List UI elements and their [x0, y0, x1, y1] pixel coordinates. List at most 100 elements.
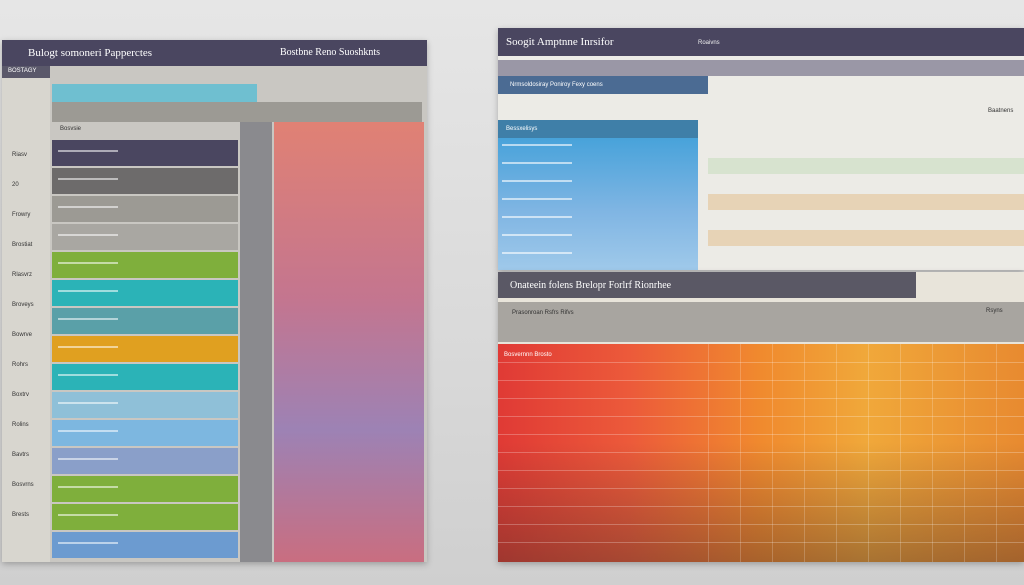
heatmap-col-line: [740, 344, 741, 562]
left-top-band: [52, 84, 257, 102]
left-header-bar: [2, 40, 427, 66]
left-gray-strip: [240, 122, 272, 562]
left-data-row: [52, 476, 238, 502]
heatmap-row-line: [498, 362, 1024, 363]
left-sidebar: [2, 78, 50, 562]
left-data-row: [52, 224, 238, 250]
left-title: Bulogt somoneri Papperctes: [28, 47, 153, 59]
left-row-label: Rlasvrz: [12, 272, 33, 278]
left-row-label: Brostiat: [12, 242, 33, 248]
right-top-row: [708, 248, 1024, 264]
left-top-band-2: [52, 102, 422, 122]
right-top-blue-row: [502, 162, 572, 164]
heatmap-col-line: [964, 344, 965, 562]
right-top-blue-row: [502, 234, 572, 236]
left-data-row-line: [58, 206, 118, 208]
right-top-blue-row: [502, 216, 572, 218]
right-top-band: [498, 76, 708, 94]
right-bottom-grey: [498, 302, 1024, 342]
left-data-row-line: [58, 374, 118, 376]
left-data-row: [52, 308, 238, 334]
heatmap-col-line: [804, 344, 805, 562]
left-data-row-line: [58, 178, 118, 180]
heatmap-col-line: [900, 344, 901, 562]
left-corner-label: BOSTAGY: [8, 68, 37, 74]
right-bottom-spreadsheet: Onateein folens Brelopr Forlrf Rionrhee …: [498, 272, 1024, 562]
heatmap-row-line: [498, 398, 1024, 399]
right-top-tag: Roaivns: [698, 40, 720, 46]
left-data-row: [52, 140, 238, 166]
left-data-row-line: [58, 402, 118, 404]
left-row-label: Brests: [12, 512, 30, 518]
left-data-row: [52, 336, 238, 362]
right-top-row: [708, 140, 1024, 156]
left-row-label: Frowry: [12, 212, 31, 218]
left-data-row: [52, 252, 238, 278]
heatmap-row-line: [498, 524, 1024, 525]
right-top-right-label: Baatnens: [988, 108, 1014, 114]
left-data-row: [52, 532, 238, 558]
left-data-row: [52, 420, 238, 446]
right-top-spreadsheet: Soogit Amptnne Inrsifor Roaivns Nrmsoldo…: [498, 28, 1024, 270]
left-data-row-line: [58, 486, 118, 488]
right-top-row: [708, 212, 1024, 228]
heatmap-col-line: [996, 344, 997, 562]
right-top-row: [708, 194, 1024, 210]
left-row-label: Riasv: [12, 152, 28, 158]
heatmap-row-line: [498, 452, 1024, 453]
left-row-label: Broveys: [12, 302, 34, 308]
left-row-label: Bowrve: [12, 332, 33, 338]
left-row-label: Boxtrv: [12, 392, 30, 398]
right-top-col-label: Bessxelisys: [506, 126, 538, 132]
right-bottom-row-label: Bosvernnn Brosto: [504, 352, 552, 358]
left-data-row-line: [58, 346, 118, 348]
heatmap-row-line: [498, 416, 1024, 417]
heatmap-row-line: [498, 542, 1024, 543]
left-row-label: Rolins: [12, 422, 29, 428]
left-data-row: [52, 448, 238, 474]
right-bottom-shade: [498, 344, 1024, 562]
left-data-row: [52, 280, 238, 306]
heatmap-row-line: [498, 506, 1024, 507]
left-data-row-line: [58, 262, 118, 264]
left-corner: [2, 66, 50, 78]
heatmap-col-line: [772, 344, 773, 562]
heatmap-row-line: [498, 488, 1024, 489]
left-data-row-line: [58, 542, 118, 544]
heatmap-col-line: [708, 344, 709, 562]
right-bottom-right-label: Rsyns: [986, 308, 1003, 314]
left-section-label: Bosvsie: [60, 126, 82, 132]
heatmap-col-line: [932, 344, 933, 562]
right-top-blue-row: [502, 252, 572, 254]
left-data-row-line: [58, 458, 118, 460]
right-top-grey-band: [498, 60, 1024, 76]
left-data-row-line: [58, 234, 118, 236]
right-top-blue-block: [498, 120, 698, 270]
left-data-row: [52, 392, 238, 418]
right-top-row: [708, 158, 1024, 174]
left-data-row-line: [58, 430, 118, 432]
left-data-row-line: [58, 150, 118, 152]
left-row-label: Bavtrs: [12, 452, 30, 458]
heatmap-row-line: [498, 470, 1024, 471]
left-gradient-column: [274, 122, 424, 562]
right-bottom-heatmap: [498, 344, 1024, 562]
right-top-header: [498, 28, 1024, 56]
right-bottom-band-label: Prasonroan Rsfrs Rifvs: [512, 310, 574, 316]
left-data-row-line: [58, 290, 118, 292]
heatmap-col-line: [868, 344, 869, 562]
left-data-row: [52, 504, 238, 530]
right-top-blue-row: [502, 180, 572, 182]
left-row-label: Bosvrns: [12, 482, 34, 488]
heatmap-row-line: [498, 380, 1024, 381]
left-data-row: [52, 196, 238, 222]
right-top-blue-row: [502, 144, 572, 146]
left-data-row: [52, 364, 238, 390]
right-top-band-label: Nrmsoldosiray Poniroy Fexy coens: [510, 82, 603, 88]
right-top-blue-row: [502, 198, 572, 200]
left-row-label: 20: [12, 182, 19, 188]
right-bottom-title: Onateein folens Brelopr Forlrf Rionrhee: [510, 280, 672, 291]
right-top-row: [708, 176, 1024, 192]
left-data-row-line: [58, 318, 118, 320]
left-subtitle: Bostbne Reno Suoshknts: [280, 47, 381, 58]
